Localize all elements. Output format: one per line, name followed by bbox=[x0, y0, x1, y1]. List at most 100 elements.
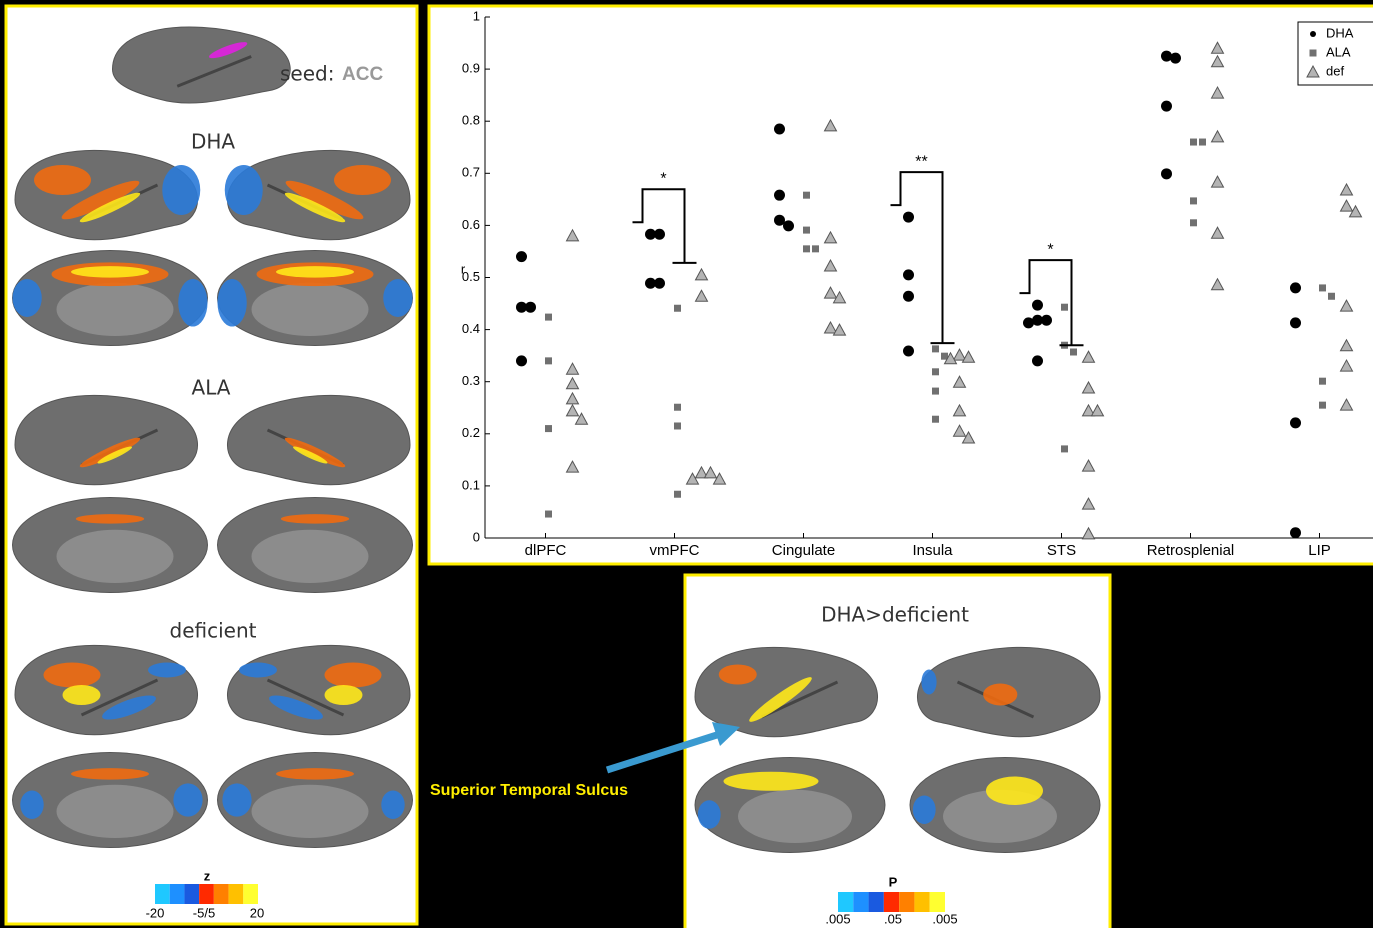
activation bbox=[983, 684, 1017, 706]
activation bbox=[986, 777, 1043, 806]
data-point bbox=[783, 220, 794, 231]
y-tick-label: 0.8 bbox=[462, 113, 480, 128]
activation bbox=[225, 165, 263, 215]
data-point bbox=[803, 192, 810, 199]
data-point bbox=[1319, 378, 1326, 385]
data-point bbox=[1190, 139, 1197, 146]
data-point bbox=[1061, 304, 1068, 311]
data-point bbox=[1328, 293, 1335, 300]
activation bbox=[921, 670, 936, 695]
data-point bbox=[803, 245, 810, 252]
legend-label: ALA bbox=[1326, 44, 1351, 59]
data-point bbox=[1190, 219, 1197, 226]
data-point bbox=[674, 404, 681, 411]
x-tick-label: STS bbox=[1047, 542, 1076, 559]
data-point bbox=[932, 368, 939, 375]
medial-wall bbox=[57, 785, 174, 838]
colorbar-cell bbox=[229, 884, 244, 904]
activation bbox=[281, 514, 349, 524]
y-tick-label: 0 bbox=[473, 529, 480, 544]
activation bbox=[44, 663, 101, 688]
y-tick-label: 0.9 bbox=[462, 61, 480, 76]
y-tick-label: 1 bbox=[473, 8, 480, 23]
x-tick-label: LIP bbox=[1308, 542, 1331, 559]
data-point bbox=[803, 227, 810, 234]
data-point bbox=[1070, 349, 1077, 356]
data-point bbox=[525, 302, 536, 313]
activation bbox=[381, 791, 404, 820]
legend-label: DHA bbox=[1326, 25, 1354, 40]
activation bbox=[162, 165, 200, 215]
activation bbox=[724, 772, 819, 791]
data-point bbox=[516, 355, 527, 366]
medial-wall bbox=[738, 790, 852, 843]
colorbar-cell bbox=[243, 884, 258, 904]
colorbar-label: -20 bbox=[146, 905, 165, 920]
activation bbox=[334, 165, 391, 195]
data-point bbox=[545, 511, 552, 518]
colorbar-cell bbox=[899, 892, 914, 912]
activation bbox=[148, 663, 186, 678]
y-tick-label: 0.2 bbox=[462, 425, 480, 440]
x-tick-label: vmPFC bbox=[650, 542, 700, 559]
y-tick-label: 0.4 bbox=[462, 321, 480, 336]
data-point bbox=[545, 425, 552, 432]
x-tick-label: Retrosplenial bbox=[1147, 542, 1235, 559]
activation bbox=[34, 165, 91, 195]
bottom-panel bbox=[685, 575, 1110, 928]
colorbar-cell bbox=[199, 884, 214, 904]
y-tick-label: 0.3 bbox=[462, 373, 480, 388]
activation bbox=[178, 279, 207, 327]
medial-wall bbox=[57, 530, 174, 583]
activation bbox=[276, 768, 354, 779]
activation bbox=[222, 783, 251, 816]
colorbar-cell bbox=[170, 884, 185, 904]
significance-label: * bbox=[1047, 241, 1053, 258]
activation bbox=[218, 279, 247, 327]
legend-marker bbox=[1310, 31, 1316, 37]
group-label: DHA bbox=[191, 130, 235, 154]
data-point bbox=[812, 245, 819, 252]
data-point bbox=[545, 314, 552, 321]
medial-wall bbox=[252, 530, 369, 583]
medial-wall bbox=[252, 283, 369, 336]
data-point bbox=[516, 251, 527, 262]
data-point bbox=[1032, 300, 1043, 311]
y-tick-label: 0.1 bbox=[462, 477, 480, 492]
data-point bbox=[1161, 168, 1172, 179]
figure: seed: ACC DHA ALA deficient z -20 -5/5 2… bbox=[0, 0, 1373, 928]
data-point bbox=[1023, 317, 1034, 328]
data-point bbox=[1032, 355, 1043, 366]
data-point bbox=[1190, 197, 1197, 204]
data-point bbox=[903, 345, 914, 356]
data-point bbox=[654, 278, 665, 289]
colorbar-cell bbox=[155, 884, 170, 904]
colorbar-label: 20 bbox=[250, 905, 264, 920]
data-point bbox=[932, 388, 939, 395]
colorbar-label: .05 bbox=[884, 911, 902, 926]
data-point bbox=[1319, 402, 1326, 409]
colorbar-cell bbox=[884, 892, 899, 912]
activation bbox=[698, 800, 721, 829]
data-point bbox=[674, 422, 681, 429]
colorbar-label: -5/5 bbox=[193, 905, 215, 920]
data-point bbox=[674, 305, 681, 312]
seed-region: ACC bbox=[342, 64, 383, 85]
seed-label: seed: bbox=[280, 62, 334, 86]
colorbar-cell bbox=[184, 884, 199, 904]
colorbar-label: .005 bbox=[932, 911, 957, 926]
colorbar-title: z bbox=[204, 868, 211, 883]
x-tick-label: Cingulate bbox=[772, 542, 835, 559]
data-point bbox=[545, 357, 552, 364]
activation bbox=[63, 685, 101, 705]
activation bbox=[913, 796, 936, 825]
y-tick-label: 0.7 bbox=[462, 165, 480, 180]
medial-wall bbox=[57, 283, 174, 336]
activation bbox=[325, 663, 382, 688]
data-point bbox=[1290, 527, 1301, 538]
activation bbox=[173, 783, 202, 816]
colorbar-cell bbox=[869, 892, 884, 912]
colorbar-cell bbox=[214, 884, 229, 904]
panel-title: DHA>deficient bbox=[821, 603, 969, 627]
x-tick-label: Insula bbox=[912, 542, 953, 559]
